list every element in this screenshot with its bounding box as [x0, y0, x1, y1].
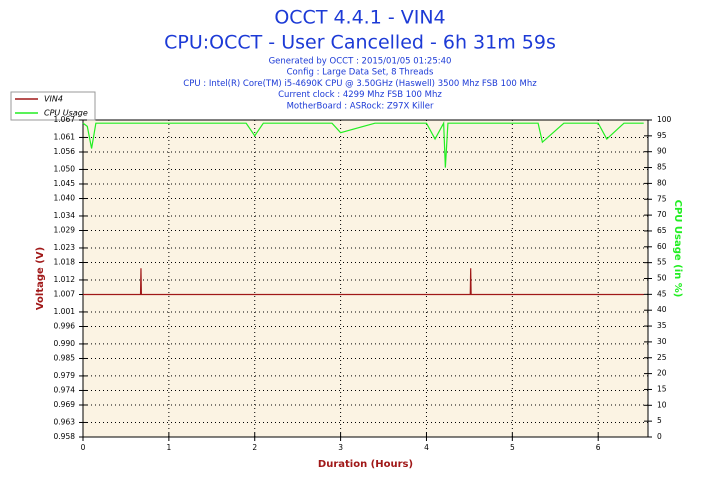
- y2-tick-label: 40: [657, 305, 667, 314]
- plot-area: [82, 119, 649, 438]
- x-tick-label: 3: [338, 443, 343, 452]
- y-tick-label: 0.985: [54, 353, 76, 362]
- y2-tick-label: 5: [657, 416, 662, 425]
- y2-tick-label: 20: [657, 369, 667, 378]
- x-axis-label: Duration (Hours): [318, 459, 413, 470]
- y2-tick-label: 50: [657, 274, 667, 283]
- y2-tick-label: 55: [657, 258, 667, 267]
- y2-tick-label: 10: [657, 400, 667, 409]
- info-line: Current clock : 4299 Mhz FSB 100 Mhz: [278, 90, 442, 100]
- y-tick-label: 1.050: [54, 164, 76, 173]
- y2-tick-label: 100: [657, 115, 672, 124]
- y2-tick-label: 85: [657, 163, 667, 172]
- series-line: [82, 120, 644, 168]
- y-tick-label: 1.001: [54, 307, 76, 316]
- y2-tick-label: 90: [657, 147, 667, 156]
- info-line: Config : Large Data Set, 8 Threads: [287, 68, 434, 78]
- y2-tick-label: 70: [657, 210, 667, 219]
- y-tick-label: 1.061: [54, 132, 76, 141]
- info-line: MotherBoard : ASRock: Z97X Killer: [287, 101, 434, 111]
- y2-axis-label: CPU Usage (in %): [672, 200, 683, 298]
- info-line: CPU : Intel(R) Core(TM) i5-4690K CPU @ 3…: [183, 79, 537, 89]
- y-tick-label: 1.040: [54, 194, 76, 203]
- y2-tick-label: 95: [657, 131, 667, 140]
- y2-tick-label: 35: [657, 321, 667, 330]
- y-tick-label: 0.979: [54, 371, 76, 380]
- y-tick-label: 1.029: [54, 226, 76, 235]
- y-tick-label: 0.990: [54, 339, 76, 348]
- x-tick-label: 5: [510, 443, 515, 452]
- y2-tick-label: 45: [657, 289, 667, 298]
- legend-label: CPU Usage: [44, 109, 88, 118]
- y-tick-label: 1.023: [54, 243, 76, 252]
- series-line: [83, 268, 644, 296]
- x-tick-label: 6: [596, 443, 601, 452]
- y-tick-label: 0.963: [54, 417, 76, 426]
- legend-box: [10, 91, 96, 121]
- y-tick-label: 0.974: [54, 385, 76, 394]
- y2-tick-label: 80: [657, 178, 667, 187]
- x-tick-label: 1: [166, 443, 171, 452]
- info-line: Generated by OCCT : 2015/01/05 01:25:40: [269, 57, 452, 67]
- y-tick-label: 1.067: [54, 115, 76, 124]
- y2-tick-label: 25: [657, 353, 667, 362]
- chart-subtitle: CPU:OCCT - User Cancelled - 6h 31m 59s: [164, 32, 556, 54]
- y-tick-label: 1.018: [54, 258, 76, 267]
- y2-tick-label: 75: [657, 194, 667, 203]
- y2-tick-label: 65: [657, 226, 667, 235]
- chart-title: OCCT 4.4.1 - VIN4: [274, 7, 445, 29]
- x-tick-label: 0: [81, 443, 86, 452]
- y2-tick-label: 30: [657, 337, 667, 346]
- y-tick-label: 1.007: [54, 289, 76, 298]
- y-tick-label: 0.969: [54, 400, 76, 409]
- x-tick-label: 4: [424, 443, 429, 452]
- legend-label: VIN4: [44, 95, 63, 104]
- y2-tick-label: 0: [657, 432, 662, 441]
- y-tick-label: 0.958: [54, 432, 76, 441]
- y-axis-label: Voltage (V): [35, 247, 46, 310]
- y-tick-label: 0.996: [54, 321, 76, 330]
- y-tick-label: 1.012: [54, 275, 76, 284]
- y-tick-label: 1.056: [54, 147, 76, 156]
- y2-tick-label: 15: [657, 384, 667, 393]
- y-tick-label: 1.045: [54, 179, 76, 188]
- x-tick-label: 2: [252, 443, 257, 452]
- y-tick-label: 1.034: [54, 211, 76, 220]
- y2-tick-label: 60: [657, 242, 667, 251]
